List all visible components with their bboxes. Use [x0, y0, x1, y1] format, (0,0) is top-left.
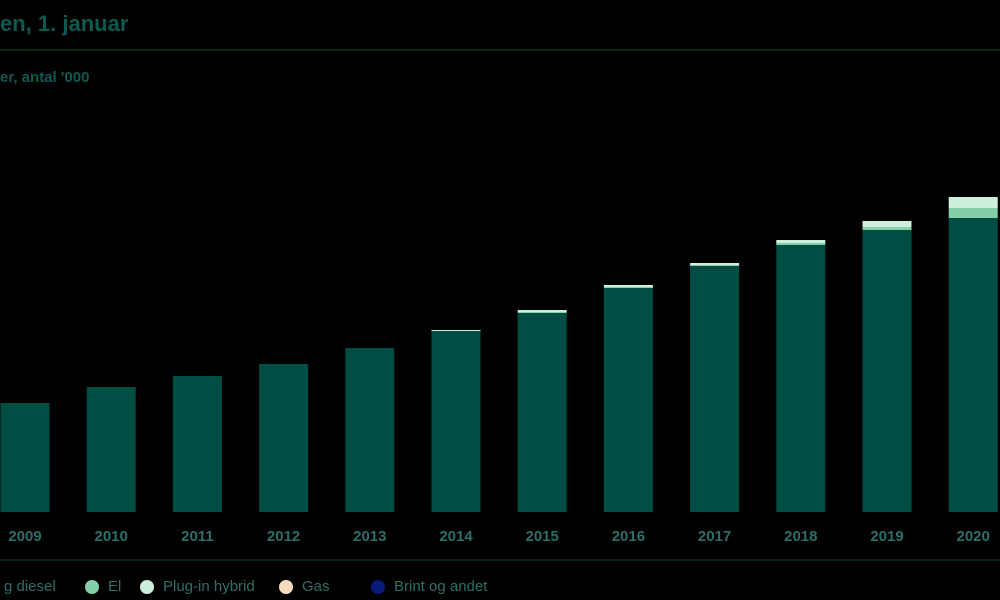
chart-subtitle: er, antal '000	[0, 69, 89, 86]
bar-segment	[345, 348, 395, 512]
legend-label: Plug-in hybrid	[163, 578, 255, 595]
legend-swatch	[279, 580, 293, 594]
bar-segment	[690, 266, 740, 512]
bar-segment	[431, 330, 481, 331]
x-tick-label: 2016	[612, 528, 645, 545]
bar-segment	[603, 285, 653, 287]
legend-swatch	[85, 580, 99, 594]
bar-segment	[259, 364, 309, 512]
x-tick-label: 2010	[95, 528, 128, 545]
bar-segment	[517, 313, 567, 512]
legend-label: Gas	[302, 578, 330, 595]
legend-swatch	[371, 580, 385, 594]
x-tick-label: 2014	[439, 528, 473, 545]
bar-segment	[172, 376, 222, 512]
bar-segment	[862, 221, 912, 227]
bar-segment	[862, 227, 912, 230]
bar-segment	[517, 312, 567, 313]
x-tick-label: 2009	[8, 528, 41, 545]
legend-label: g diesel	[4, 578, 56, 595]
x-tick-label: 2011	[181, 528, 214, 545]
legend-label: Brint og andet	[394, 578, 488, 595]
bar-segment	[948, 208, 998, 218]
bar-segment	[86, 387, 136, 512]
x-tick-label: 2012	[267, 528, 300, 545]
bar-segment	[603, 288, 653, 512]
x-tick-label: 2019	[870, 528, 903, 545]
chart-title: en, 1. januar	[0, 11, 129, 36]
bar-segment	[862, 230, 912, 512]
x-tick-label: 2013	[353, 528, 386, 545]
legend-swatch	[140, 580, 154, 594]
bar-segment	[517, 310, 567, 312]
x-tick-label: 2020	[957, 528, 990, 545]
bar-segment	[776, 245, 826, 512]
legend-label: El	[108, 578, 121, 595]
bar-segment	[0, 403, 50, 512]
bar-segment	[431, 331, 481, 512]
bar-segment	[690, 263, 740, 265]
x-tick-label: 2018	[784, 528, 817, 545]
bar-segment	[776, 243, 826, 245]
x-tick-label: 2015	[526, 528, 559, 545]
bar-segment	[690, 265, 740, 266]
bar-segment	[776, 240, 826, 243]
bar-segment	[948, 218, 998, 512]
bar-segment	[603, 287, 653, 288]
bar-segment	[948, 197, 998, 208]
x-tick-label: 2017	[698, 528, 731, 545]
